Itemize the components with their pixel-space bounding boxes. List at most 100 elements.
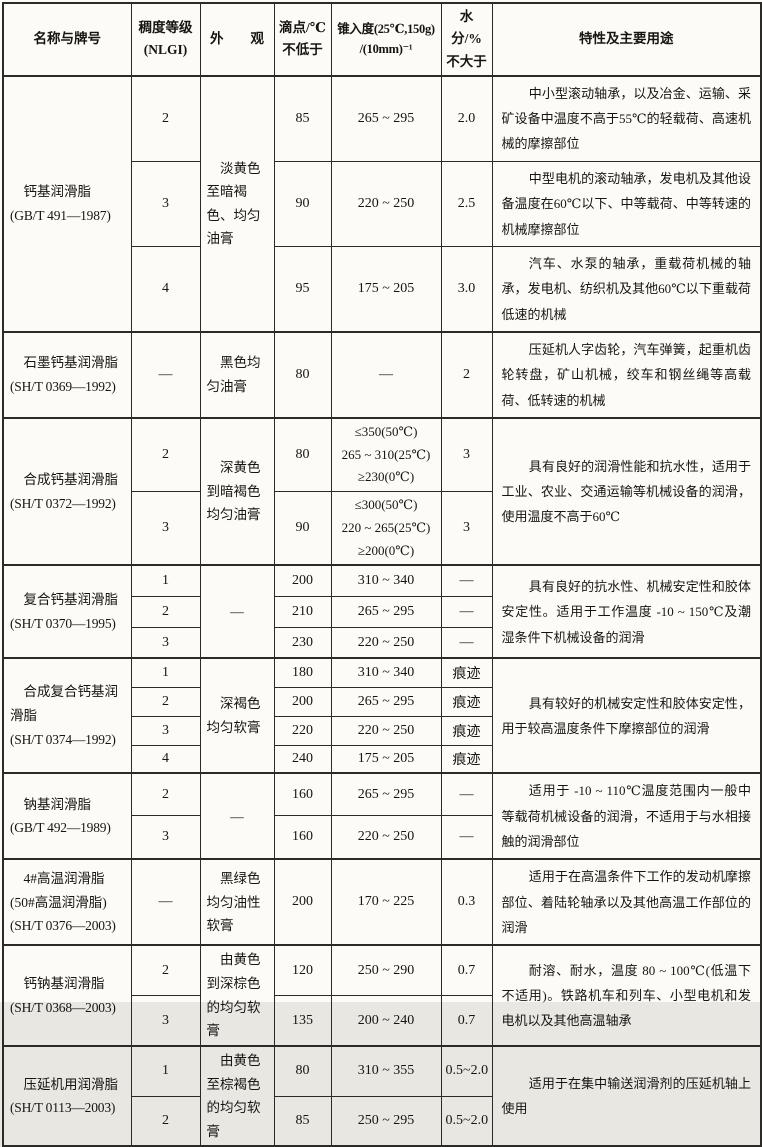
grease-standard: (GB/T 492—1989) (10, 820, 111, 836)
penetration-cell: 220 ~ 250 (330, 815, 442, 860)
drop-point-cell: 85 (273, 1095, 332, 1147)
nlgi-cell: 3 (130, 160, 201, 247)
col-header-pen-line1: 锥入度(25℃,150g) (337, 21, 435, 36)
penetration-cell: 220 ~ 250 (330, 626, 442, 659)
usage-cell: 适用于在高温条件下工作的发动机摩擦部位、着陆轮轴承以及其他高温工作部位的润滑 (491, 858, 762, 946)
water-cell: 痕迹 (440, 744, 493, 774)
drop-point-cell: 160 (273, 815, 332, 860)
appearance-cell: 深黄色到暗褐色均匀油膏 (199, 416, 275, 566)
appearance-cell: 淡黄色至暗褐色、均匀油膏 (199, 74, 275, 333)
table-row: 2 200 265 ~ 295 痕迹 (3, 686, 761, 717)
water-cell: — (440, 564, 493, 597)
grease-name: 合成钙基润滑脂 (23, 472, 119, 488)
water-cell: — (440, 595, 493, 628)
table-row: 2 210 265 ~ 295 — (3, 595, 761, 628)
nlgi-cell: 2 (130, 686, 201, 717)
penetration-cell: 250 ~ 290 (330, 944, 442, 997)
grease-name-cell: 钙基润滑脂 (GB/T 491—1987) (2, 74, 132, 333)
water-cell: 0.5~2.0 (440, 1095, 493, 1147)
col-header-drop-line1: 滴点/℃ (279, 20, 326, 36)
water-cell: 3 (440, 416, 493, 493)
penetration-cell: 265 ~ 295 (330, 74, 442, 162)
col-header-nlgi-line2: (NLGI) (143, 42, 188, 58)
nlgi-cell: 2 (130, 74, 201, 162)
penetration-cell: 310 ~ 340 (330, 564, 442, 597)
table-row: 合成钙基润滑脂 (SH/T 0372—1992) 2 深黄色到暗褐色均匀油膏 8… (2, 416, 762, 566)
grease-standard: (SH/T 0370—1995) (10, 615, 116, 631)
appearance-cell: 黑绿色均匀油性软膏 (199, 858, 275, 946)
drop-point-cell: 200 (273, 686, 332, 717)
table-row: 钙钠基润滑脂 (SH/T 0368—2003) 2 由黄色到深棕色的均匀软膏 1… (2, 944, 762, 1047)
nlgi-cell: 3 (130, 491, 201, 566)
nlgi-cell: 4 (130, 245, 201, 333)
nlgi-cell: 3 (130, 626, 201, 659)
table-row: 4 95 175 ~ 205 3.0 汽车、水泵的轴承，重载荷机械的轴承，发电机… (3, 245, 762, 333)
penetration-line: ≥230(0℃) (357, 469, 415, 485)
appearance-cell: 黑色均匀油膏 (199, 330, 275, 419)
penetration-cell: 220 ~ 250 (330, 715, 442, 746)
usage-cell: 具有良好的抗水性、机械安定性和胶体安定性。适用于工作温度 -10 ~ 150℃及… (491, 564, 762, 659)
grease-standard: (SH/T 0369—1992) (10, 378, 116, 394)
grease-name: 合成复合钙基润滑脂 (10, 684, 118, 724)
penetration-cell: ≤300(50℃) 220 ~ 265(25℃) ≥200(0℃) (330, 491, 442, 566)
penetration-cell: 250 ~ 295 (330, 1095, 442, 1147)
usage-cell: 具有较好的机械安定性和胶体安定性，用于较高温度条件下摩擦部位的润滑 (491, 657, 762, 774)
col-header-pen-line2: /(10mm)⁻¹ (359, 42, 413, 57)
water-cell: 3 (440, 491, 493, 566)
col-header-penetration: 锥入度(25℃,150g) /(10mm)⁻¹ (330, 2, 442, 77)
usage-cell: 具有良好的润滑性能和抗水性，适用于工业、农业、交通运输等机械设备的润滑，使用温度… (491, 416, 762, 566)
col-header-drop-line2: 不低于 (282, 42, 323, 58)
nlgi-cell: 1 (130, 1044, 201, 1097)
col-header-nlgi: 稠度等级 (NLGI) (130, 2, 201, 77)
table-row: 合成复合钙基润滑脂 (SH/T 0374—1992) 1 深褐色均匀软膏 180… (2, 657, 762, 774)
usage-cell: 耐溶、耐水，温度 80 ~ 100℃(低温下不适用)。铁路机车和列车、小型电机和… (491, 944, 762, 1047)
drop-point-cell: 200 (273, 858, 332, 946)
drop-point-cell: 180 (273, 657, 332, 688)
grease-standard: (GB/T 491—1987) (10, 207, 111, 223)
drop-point-cell: 80 (273, 416, 332, 493)
grease-name-cell: 复合钙基润滑脂 (SH/T 0370—1995) (2, 564, 132, 659)
grease-standard: (SH/T 0113—2003) (10, 1100, 116, 1116)
drop-point-cell: 230 (273, 626, 332, 659)
water-cell: 2.5 (440, 160, 493, 247)
nlgi-cell: 3 (130, 995, 201, 1047)
drop-point-cell: 80 (273, 1044, 332, 1097)
table-row: 4 240 175 ~ 205 痕迹 (3, 744, 761, 774)
table-row: 3 90 220 ~ 250 2.5 中型电机的滚动轴承，发电机及其他设备温度在… (3, 160, 762, 247)
usage-cell: 汽车、水泵的轴承，重载荷机械的轴承，发电机、纺织机及其他60℃以下重载荷低速的机… (491, 245, 762, 333)
usage-cell: 适用于在集中输送润滑剂的压延机轴上使用 (491, 1044, 762, 1147)
col-header-water-line1: 水分/% (451, 9, 482, 47)
grease-name-cell: 4#高温润滑脂(50#高温润滑脂) (SH/T 0376—2003) (2, 858, 132, 946)
col-header-usage: 特性及主要用途 (491, 2, 762, 77)
drop-point-cell: 95 (273, 245, 332, 333)
appearance-cell: — (199, 772, 275, 860)
table-row: 复合钙基润滑脂 (SH/T 0370—1995) 1 — 200 310 ~ 3… (2, 564, 762, 659)
grease-name: 压延机用润滑脂 (23, 1076, 119, 1092)
water-cell: 2 (440, 330, 493, 419)
penetration-cell: — (330, 330, 442, 419)
grease-standard: (SH/T 0368—2003) (10, 999, 116, 1015)
grease-name-cell: 压延机用润滑脂 (SH/T 0113—2003) (2, 1044, 132, 1147)
water-cell: 0.7 (440, 995, 493, 1047)
water-cell: 痕迹 (440, 686, 493, 717)
drop-point-cell: 90 (273, 491, 332, 566)
water-cell: 0.3 (440, 858, 493, 946)
penetration-cell: 175 ~ 205 (330, 245, 442, 333)
nlgi-cell: 1 (130, 564, 201, 597)
drop-point-cell: 200 (273, 564, 332, 597)
grease-name-cell: 合成钙基润滑脂 (SH/T 0372—1992) (2, 416, 132, 566)
drop-point-cell: 135 (273, 995, 332, 1047)
nlgi-cell: 2 (130, 416, 201, 493)
penetration-line: 265 ~ 310(25℃) (341, 446, 431, 462)
table-row: 4#高温润滑脂(50#高温润滑脂) (SH/T 0376—2003) — 黑绿色… (2, 858, 762, 946)
drop-point-cell: 210 (273, 595, 332, 628)
table-row: 压延机用润滑脂 (SH/T 0113—2003) 1 由黄色至棕褐色的均匀软膏 … (2, 1044, 762, 1147)
nlgi-cell: 2 (130, 944, 201, 997)
drop-point-cell: 120 (273, 944, 332, 997)
water-cell: 痕迹 (440, 657, 493, 688)
table-row: 钠基润滑脂 (GB/T 492—1989) 2 — 160 265 ~ 295 … (2, 772, 762, 860)
grease-name: 钠基润滑脂 (23, 796, 92, 812)
penetration-cell: 220 ~ 250 (330, 160, 442, 247)
table-row: 3 220 220 ~ 250 痕迹 (3, 715, 761, 746)
